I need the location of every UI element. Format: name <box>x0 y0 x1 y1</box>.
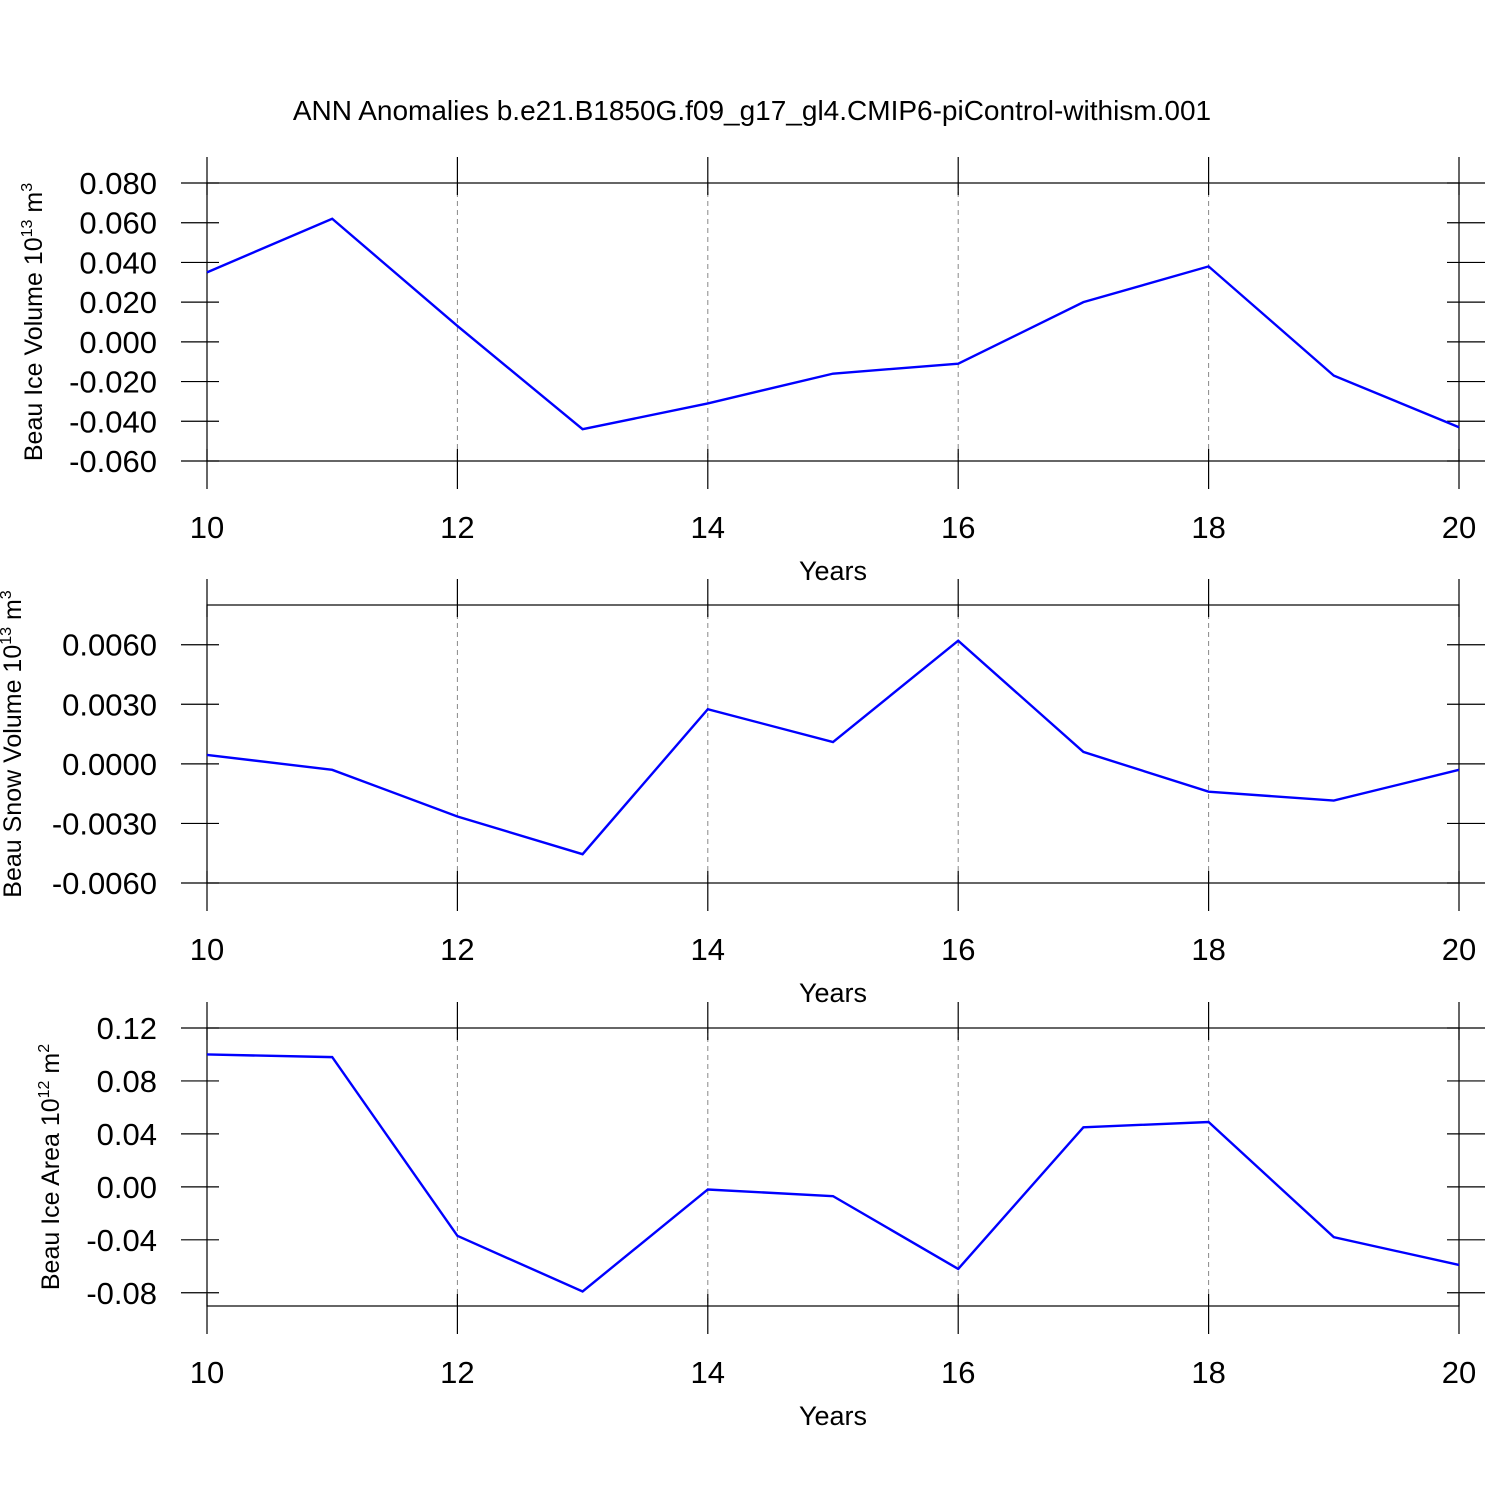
plot-frame <box>206 1027 1460 1307</box>
y-tick-label: 0.0060 <box>62 628 157 663</box>
y-label-exponent: 13 <box>0 627 15 645</box>
y-tick-label: -0.08 <box>86 1276 157 1311</box>
x-tick-label: 12 <box>440 510 474 545</box>
y-label-exponent: 12 <box>36 1080 53 1098</box>
y-label-exponent: 13 <box>19 219 36 237</box>
data-line <box>206 217 1460 431</box>
y-tick-label: 0.000 <box>79 325 157 360</box>
x-tick-label: 12 <box>440 932 474 967</box>
y-tick-label: 0.040 <box>79 245 157 280</box>
x-tick-label: 16 <box>941 932 975 967</box>
y-label-text: Beau Ice Volume 10 <box>20 237 48 461</box>
y-tick-label: 0.080 <box>79 166 157 201</box>
y-label-unit-exponent: 2 <box>36 1044 53 1053</box>
x-tick-label: 16 <box>941 510 975 545</box>
y-label-unit: m <box>37 1053 65 1081</box>
x-axis-label: Years <box>799 556 867 586</box>
y-label-text: Beau Snow Volume 10 <box>0 645 27 898</box>
y-tick-label: 0.020 <box>79 285 157 320</box>
y-tick-label: 0.00 <box>97 1170 157 1205</box>
x-axis-label: Years <box>799 1401 867 1431</box>
y-tick-label: 0.12 <box>97 1011 157 1046</box>
y-label-unit-exponent: 3 <box>19 183 36 192</box>
y-axis-label: Beau Ice Volume 1013 m3 <box>19 183 48 461</box>
x-tick-label: 16 <box>941 1355 975 1390</box>
y-tick-label: -0.040 <box>69 404 157 439</box>
x-tick-label: 10 <box>190 932 224 967</box>
y-tick-label: -0.0060 <box>52 866 157 901</box>
x-tick-label: 20 <box>1442 510 1476 545</box>
y-label-unit: m <box>0 599 27 627</box>
x-tick-label: 18 <box>1191 510 1225 545</box>
x-axis-label: Years <box>799 978 867 1008</box>
y-tick-label: -0.060 <box>69 444 157 479</box>
x-tick-label: 18 <box>1191 932 1225 967</box>
data-line <box>206 639 1460 856</box>
data-line <box>206 1053 1460 1293</box>
x-tick-label: 12 <box>440 1355 474 1390</box>
y-label-unit-exponent: 3 <box>0 590 15 599</box>
y-tick-label: 0.04 <box>97 1117 157 1152</box>
y-tick-label: 0.08 <box>97 1064 157 1099</box>
y-axis-label: Beau Ice Area 1012 m2 <box>36 1044 65 1290</box>
plot-frame <box>206 182 1460 462</box>
y-tick-label: 0.0030 <box>62 687 157 722</box>
x-tick-label: 18 <box>1191 1355 1225 1390</box>
x-tick-label: 14 <box>691 932 725 967</box>
x-tick-label: 20 <box>1442 1355 1476 1390</box>
figure-title: ANN Anomalies b.e21.B1850G.f09_g17_gl4.C… <box>293 95 1211 126</box>
x-tick-label: 20 <box>1442 932 1476 967</box>
y-tick-label: 0.060 <box>79 206 157 241</box>
x-tick-label: 10 <box>190 510 224 545</box>
y-tick-label: -0.04 <box>86 1223 157 1258</box>
x-tick-label: 14 <box>691 510 725 545</box>
x-tick-label: 10 <box>190 1355 224 1390</box>
y-axis-label: Beau Snow Volume 1013 m3 <box>0 590 27 898</box>
y-label-text: Beau Ice Area 10 <box>37 1098 65 1290</box>
y-tick-label: 0.0000 <box>62 747 157 782</box>
plot-frame <box>206 604 1460 884</box>
y-label-unit: m <box>20 192 48 220</box>
x-tick-label: 14 <box>691 1355 725 1390</box>
y-tick-label: -0.020 <box>69 365 157 400</box>
y-tick-label: -0.0030 <box>52 806 157 841</box>
